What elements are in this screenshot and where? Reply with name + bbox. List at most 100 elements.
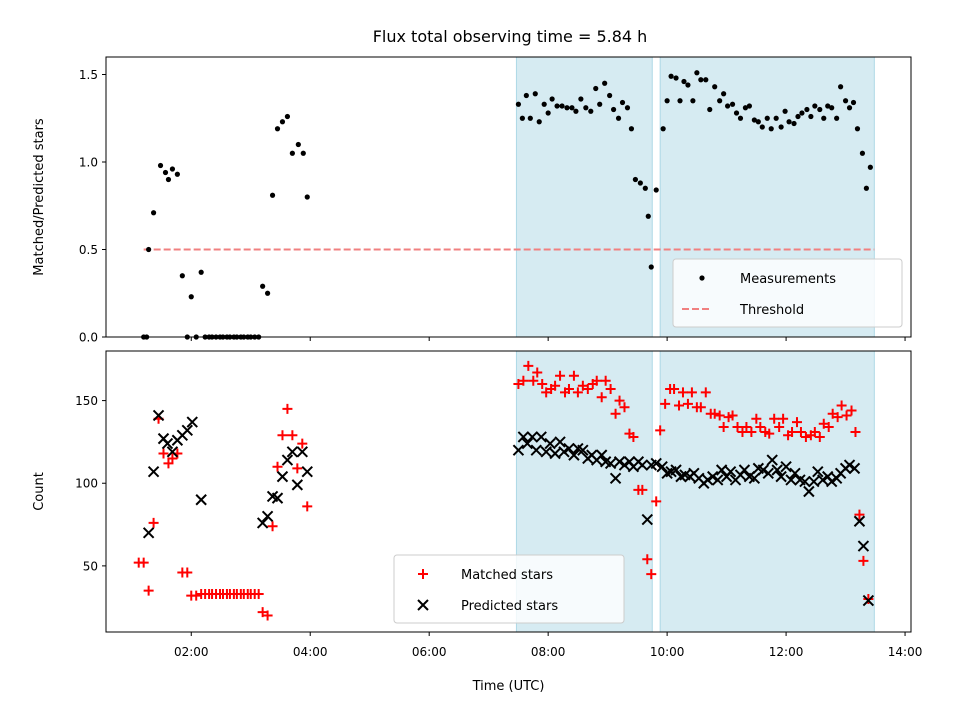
measurement-point bbox=[707, 106, 713, 113]
matched-star-point bbox=[660, 398, 671, 409]
measurement-point bbox=[569, 105, 575, 111]
matched-star-point bbox=[555, 370, 566, 381]
measurement-point bbox=[157, 162, 164, 169]
matched-star-point bbox=[191, 590, 202, 601]
predicted-star-point bbox=[862, 594, 875, 607]
y-tick-label: 0.0 bbox=[79, 331, 98, 345]
matched-star-point bbox=[532, 367, 543, 378]
matched-star-point bbox=[651, 496, 662, 507]
measurement-point bbox=[685, 82, 691, 88]
measurement-point bbox=[515, 101, 522, 107]
measurement-point bbox=[610, 106, 617, 113]
predicted-star-point bbox=[857, 540, 870, 552]
predicted-star-point bbox=[609, 472, 622, 484]
measurement-point bbox=[260, 283, 266, 289]
legend: Measurements Threshold bbox=[672, 258, 903, 328]
matched-star-point bbox=[282, 403, 293, 414]
predicted-star-point bbox=[291, 479, 304, 491]
predicted-star-point bbox=[286, 446, 299, 458]
measurement-point bbox=[829, 105, 835, 111]
measurement-point bbox=[583, 105, 589, 111]
predicted-star-point bbox=[281, 454, 294, 466]
predicted-star-point bbox=[762, 467, 774, 480]
measurement-point bbox=[804, 106, 810, 113]
measurement-point bbox=[564, 105, 570, 111]
measurement-point bbox=[817, 106, 823, 113]
matched-star-point bbox=[272, 461, 283, 472]
measurement-point bbox=[733, 110, 740, 116]
matched-star-point bbox=[778, 413, 789, 424]
matched-star-point bbox=[858, 555, 869, 566]
matched-star-point bbox=[277, 430, 288, 441]
measurement-point bbox=[664, 98, 670, 104]
predicted-star-point bbox=[853, 515, 866, 527]
predicted-star-point bbox=[785, 474, 797, 486]
measurement-point bbox=[632, 176, 638, 183]
predicted-star-point bbox=[152, 409, 165, 422]
predicted-star-point bbox=[604, 457, 617, 470]
measurement-point bbox=[602, 80, 608, 86]
matched-star-point bbox=[642, 554, 653, 565]
matched-star-point bbox=[563, 384, 574, 395]
legend-label: Matched stars bbox=[461, 568, 553, 583]
predicted-star-point bbox=[526, 431, 539, 443]
measurement-point bbox=[532, 91, 538, 97]
matched-star-point bbox=[764, 428, 775, 439]
ratio-panel: 0.0 0.5 1.0 1.5 Matched/Predicted stars Measu… bbox=[32, 56, 912, 345]
matched-star-point bbox=[262, 610, 273, 621]
legend-marker-matched bbox=[418, 569, 428, 579]
x-tick-label: 02:00 bbox=[174, 645, 209, 659]
measurement-point bbox=[300, 150, 306, 156]
measurement-point bbox=[812, 103, 818, 109]
predicted-star-point bbox=[825, 475, 838, 488]
legend: Matched stars Predicted stars bbox=[393, 554, 625, 624]
matched-star-point bbox=[787, 426, 798, 437]
matched-star-point bbox=[267, 521, 278, 532]
predicted-star-point bbox=[512, 444, 525, 456]
measurement-point bbox=[755, 119, 761, 125]
measurement-point bbox=[681, 78, 687, 85]
matched-star-point bbox=[148, 517, 159, 528]
measurement-point bbox=[174, 171, 180, 177]
measurement-point bbox=[198, 269, 204, 275]
measurement-point bbox=[703, 77, 709, 83]
measurement-point bbox=[559, 103, 565, 109]
predicted-star-point bbox=[521, 437, 534, 450]
measurement-point bbox=[653, 187, 659, 193]
measurement-point bbox=[295, 141, 301, 148]
measurement-point bbox=[764, 115, 770, 121]
predicted-star-point bbox=[301, 465, 313, 478]
predicted-star-point bbox=[186, 416, 198, 428]
y-tick-label: 1.5 bbox=[79, 68, 98, 82]
matched-star-point bbox=[628, 431, 639, 442]
predicted-star-point bbox=[766, 454, 778, 466]
predicted-star-point bbox=[577, 444, 589, 456]
x-tick-label: 08:00 bbox=[531, 645, 566, 659]
measurement-point bbox=[838, 84, 844, 90]
predicted-star-point bbox=[142, 527, 155, 539]
matched-star-point bbox=[619, 402, 630, 413]
measurement-point bbox=[188, 294, 194, 300]
y-axis-title: Count bbox=[32, 472, 47, 511]
measurement-point bbox=[799, 110, 805, 116]
legend-marker-measurements bbox=[699, 275, 705, 281]
measurement-point bbox=[834, 115, 840, 121]
measurement-point bbox=[607, 92, 613, 99]
legend-marker-predicted bbox=[417, 599, 429, 611]
matched-star-point bbox=[550, 380, 561, 391]
matched-star-point bbox=[167, 453, 178, 464]
measurement-point bbox=[668, 73, 674, 79]
legend-label: Predicted stars bbox=[461, 599, 558, 614]
measurement-point bbox=[519, 115, 525, 121]
measurement-point bbox=[778, 124, 784, 130]
matched-star-point bbox=[751, 413, 762, 424]
predicted-star-point bbox=[554, 436, 566, 448]
predicted-star-point bbox=[161, 437, 174, 450]
matched-star-point bbox=[637, 484, 648, 495]
predicted-star-point bbox=[641, 513, 654, 526]
measurement-point bbox=[825, 103, 831, 109]
x-tick-label: 10:00 bbox=[650, 645, 685, 659]
predicted-star-point bbox=[147, 465, 160, 478]
count-panel: 50 100 150 02:00 04:00 06:00 08:00 10:00 12:00 14… bbox=[32, 350, 922, 694]
measurement-point bbox=[150, 210, 157, 216]
